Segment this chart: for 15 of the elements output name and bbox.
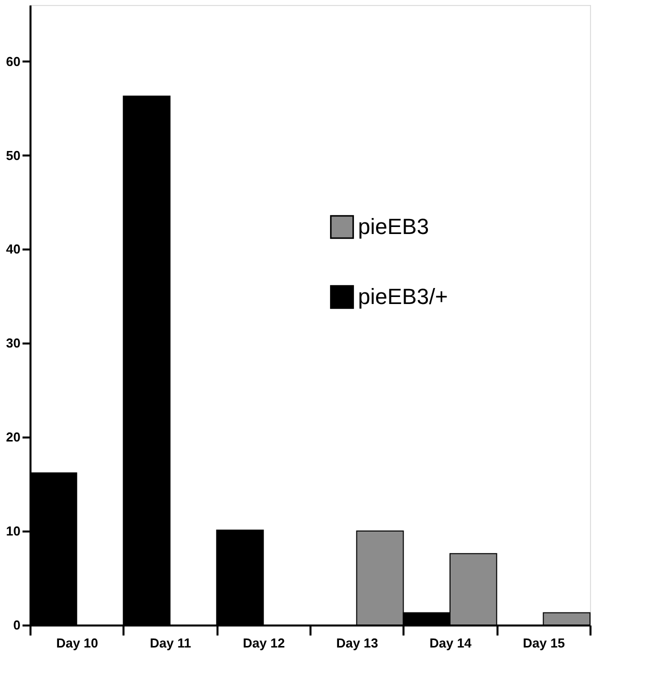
y-tick-label: 0 [13,618,20,632]
legend-label: pieEB3/+ [358,284,448,309]
y-tick-label: 10 [6,524,20,539]
y-tick-label: 60 [6,54,20,69]
y-tick-label: 40 [6,242,20,257]
x-tick-label: Day 14 [430,636,472,650]
x-tick-label: Day 10 [56,636,98,650]
y-tick-label: 30 [6,336,20,351]
legend-label: pieEB3 [358,214,429,239]
x-tick-label: Day 12 [242,636,285,650]
y-tick-label: 50 [6,148,20,163]
x-tick-label: Day 11 [150,636,192,650]
x-tick-label: Day 15 [522,636,565,650]
x-tick-label: Day 13 [336,636,378,650]
y-tick-label: 20 [6,430,20,445]
